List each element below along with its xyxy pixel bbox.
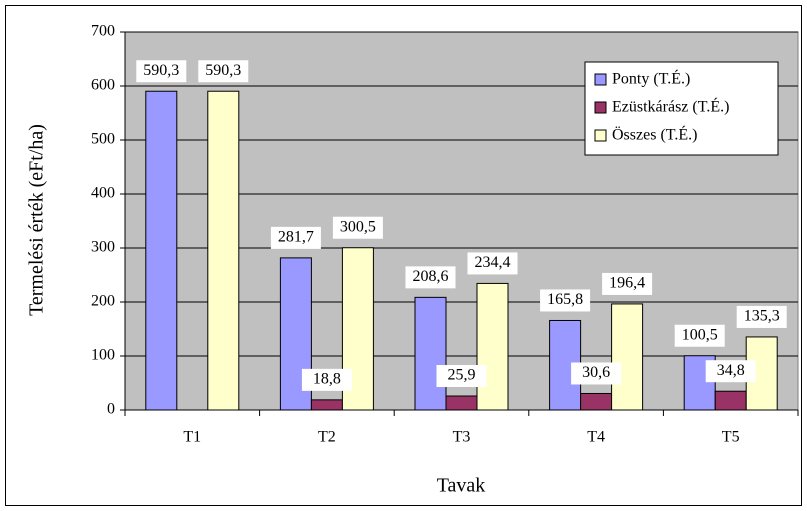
data-label: 34,8: [717, 362, 745, 379]
data-label: 196,4: [609, 275, 645, 292]
bar: [310, 399, 343, 411]
bar: [611, 303, 644, 411]
data-label: 18,8: [313, 371, 341, 388]
data-label-box: [736, 305, 787, 328]
bar: [580, 392, 613, 411]
legend-swatch: [594, 101, 607, 114]
legend-box: [584, 61, 779, 156]
legend-label: Ezüstkárász (T.É.): [612, 97, 729, 116]
y-tick-label: 200: [91, 293, 115, 310]
data-label-box: [136, 60, 187, 83]
legend-label: Összes (T.É.): [612, 125, 697, 144]
bar: [145, 90, 178, 411]
bar: [714, 390, 747, 411]
data-label: 165,8: [547, 291, 583, 308]
legend-swatch: [594, 73, 607, 86]
y-tick-label: 600: [91, 77, 115, 94]
data-label: 30,6: [582, 364, 610, 381]
data-label-box: [436, 365, 487, 388]
data-label-box: [198, 60, 249, 83]
data-label-box: [705, 360, 756, 383]
data-label-box: [405, 266, 456, 289]
legend-swatch: [594, 129, 607, 142]
y-tick-label: 300: [91, 239, 115, 256]
data-label: 25,9: [448, 367, 476, 384]
y-tick-label: 400: [91, 185, 115, 202]
y-axis-title: Termelési érték (eFt/ha): [26, 124, 48, 316]
bar: [414, 296, 447, 411]
x-axis-title: Tavak: [437, 475, 486, 497]
data-label: 590,3: [143, 62, 179, 79]
data-label: 590,3: [205, 62, 241, 79]
x-tick-label: T5: [722, 429, 740, 446]
y-tick-label: 500: [91, 131, 115, 148]
data-label: 100,5: [682, 326, 718, 343]
x-tick-label: T2: [318, 429, 336, 446]
data-label-box: [540, 289, 591, 312]
y-tick-label: 700: [91, 23, 115, 40]
data-label-box: [467, 252, 518, 275]
data-label: 300,5: [340, 218, 376, 235]
data-label-box: [332, 216, 383, 239]
legend-label: Ponty (T.É.): [612, 69, 690, 88]
data-label-box: [602, 272, 653, 295]
bar: [476, 282, 509, 411]
x-tick-label: T3: [453, 429, 471, 446]
y-tick-label: 100: [91, 347, 115, 364]
data-label: 208,6: [413, 268, 449, 285]
x-tick-label: T1: [183, 429, 201, 446]
data-label: 234,4: [475, 254, 511, 271]
bar: [207, 90, 240, 411]
x-tick-label: T4: [587, 429, 605, 446]
data-label-box: [301, 368, 352, 391]
bar: [445, 395, 478, 411]
data-label-box: [270, 226, 321, 249]
data-label: 135,3: [744, 308, 780, 325]
data-label-box: [571, 362, 622, 385]
data-label: 281,7: [278, 229, 314, 246]
y-tick-label: 0: [107, 401, 115, 418]
data-label-box: [674, 324, 725, 347]
